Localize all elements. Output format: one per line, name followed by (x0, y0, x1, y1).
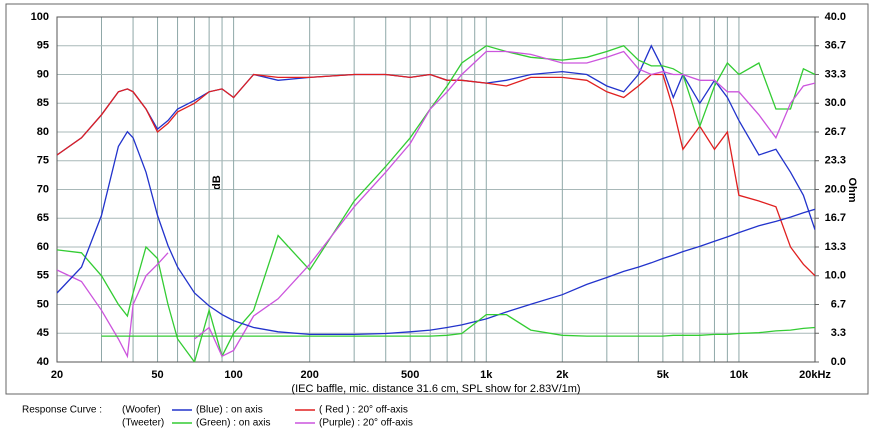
y-tick-label: 55 (37, 270, 49, 282)
x-tick-label: 5k (657, 369, 670, 381)
y-tick-label: 95 (37, 40, 49, 52)
series-line (101, 313, 815, 337)
y2-tick-label: 33.3 (825, 68, 846, 80)
series-line (57, 45, 815, 362)
y2-tick-label: 3.3 (831, 327, 846, 339)
x-tick-label: 1k (480, 369, 493, 381)
plot-border (56, 16, 816, 363)
x-tick-label: 200 (300, 369, 318, 381)
y-tick-label: 85 (37, 97, 49, 109)
legend-label: (Blue) : on axis (196, 405, 263, 416)
x-tick-label: 20kHz (799, 369, 831, 381)
legend-title: Response Curve : (22, 405, 102, 416)
legend-label: (Green) : on axis (196, 418, 270, 429)
x-tick-label: 100 (224, 369, 242, 381)
legend-label: (Purple) : 20° off-axis (319, 418, 413, 429)
legend-group: (Tweeter) (122, 418, 164, 429)
y2-axis-label: Ohm (846, 177, 858, 202)
y2-tick-label: 16.7 (825, 212, 846, 224)
y-tick-label: 100 (31, 11, 49, 23)
series-line (57, 73, 815, 277)
y2-tick-label: 20.0 (825, 183, 846, 195)
x-tick-label: 10k (730, 369, 749, 381)
y-tick-label: 90 (37, 68, 49, 80)
y2-tick-label: 23.3 (825, 155, 846, 167)
y2-tick-label: 6.7 (831, 298, 846, 310)
y-tick-label: 75 (37, 155, 49, 167)
y2-tick-label: 30.0 (825, 97, 846, 109)
y2-tick-label: 10.0 (825, 270, 846, 282)
legend-group: (Woofer) (122, 405, 161, 416)
y-tick-label: 50 (37, 298, 49, 310)
y2-tick-label: 0.0 (831, 356, 846, 368)
x-tick-label: 20 (51, 369, 63, 381)
series-line (57, 130, 815, 336)
series-line (57, 50, 815, 359)
x-tick-label: 50 (151, 369, 163, 381)
y2-tick-label: 13.3 (825, 241, 846, 253)
y2-tick-label: 40.0 (825, 11, 846, 23)
y-axis-label: dB (211, 175, 223, 190)
y-tick-label: 65 (37, 212, 49, 224)
x-tick-label: 2k (556, 369, 569, 381)
y-tick-label: 60 (37, 241, 49, 253)
x-tick-label: 500 (401, 369, 419, 381)
y-tick-label: 80 (37, 126, 49, 138)
y-tick-label: 40 (37, 356, 49, 368)
y2-tick-label: 36.7 (825, 40, 846, 52)
y-tick-label: 45 (37, 327, 49, 339)
y2-tick-label: 26.7 (825, 126, 846, 138)
legend-label: ( Red ) : 20° off-axis (319, 405, 408, 416)
x-axis-label: (IEC baffle, mic. distance 31.6 cm, SPL … (291, 383, 580, 395)
y-tick-label: 70 (37, 183, 49, 195)
